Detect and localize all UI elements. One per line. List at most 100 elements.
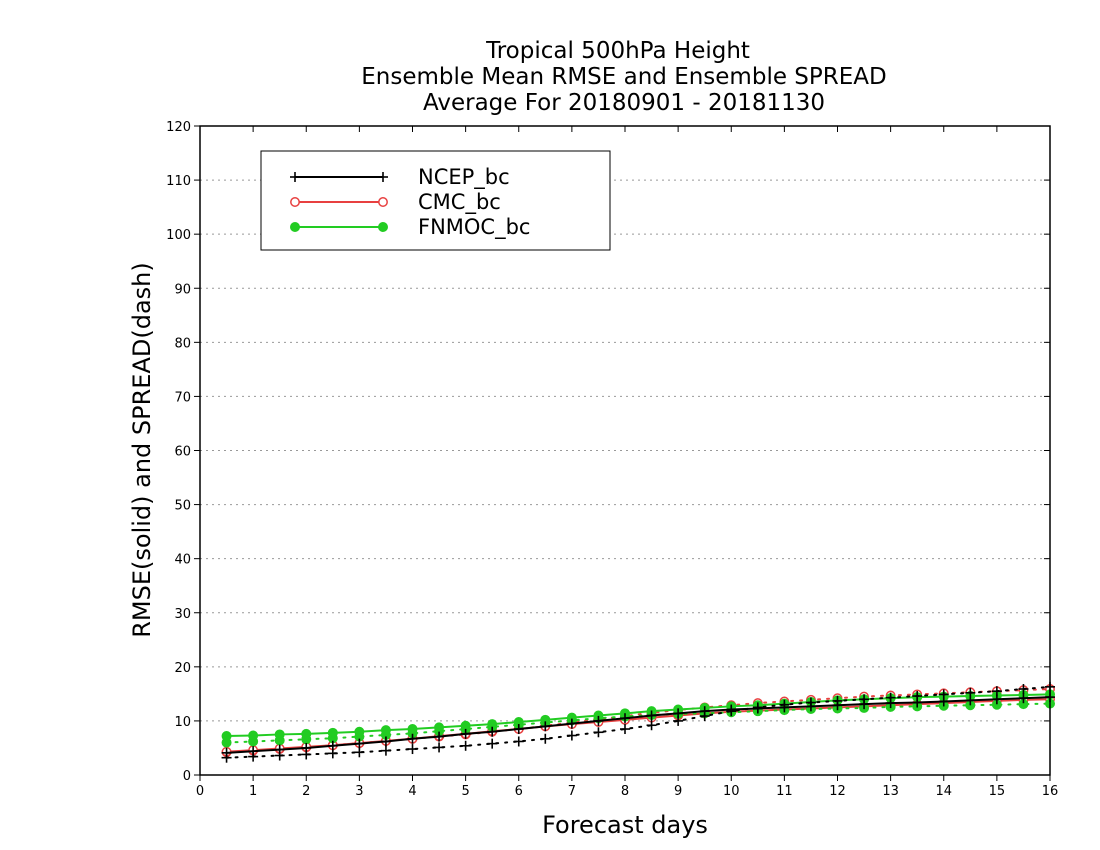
rmse-point — [673, 708, 684, 719]
spread-point — [380, 745, 391, 756]
legend-entry-CMC_bc: CMC_bc — [290, 190, 501, 215]
rmse-line — [226, 696, 1051, 754]
title-line-1: Tropical 500hPa Height — [485, 38, 750, 64]
spread-point — [434, 742, 445, 753]
x-tick-label: 2 — [302, 784, 310, 799]
y-tick-label: 110 — [166, 174, 191, 189]
rmse-point — [327, 740, 338, 751]
legend-marker-start — [290, 222, 300, 232]
y-tick-label: 90 — [174, 282, 191, 297]
legend-box — [260, 150, 611, 251]
legend-label: CMC_bc — [418, 190, 501, 215]
x-tick-label: 7 — [568, 784, 576, 799]
rmse-point — [327, 727, 338, 738]
rmse-point — [513, 724, 524, 735]
legend-marker-end — [378, 172, 388, 182]
x-tick-label: 16 — [1042, 784, 1059, 799]
legend-entry-FNMOC_bc: FNMOC_bc — [290, 215, 530, 240]
rmse-point — [221, 747, 232, 758]
rmse-point — [1018, 693, 1029, 704]
x-tick-label: 15 — [989, 784, 1006, 799]
y-tick-label: 30 — [174, 607, 191, 622]
rmse-point — [540, 721, 551, 732]
rmse-point — [380, 736, 391, 747]
x-tick-label: 4 — [408, 784, 416, 799]
rmse-point — [620, 713, 630, 724]
legend-marker-end — [378, 222, 388, 232]
rmse-point — [912, 697, 923, 708]
rmse-point — [248, 730, 259, 741]
legend-marker-start — [290, 172, 300, 182]
y-tick-label: 100 — [166, 228, 191, 243]
rmse-point — [248, 746, 259, 757]
series-layer — [221, 681, 1055, 763]
x-tick-label: 9 — [674, 784, 682, 799]
x-tick-label: 6 — [515, 784, 523, 799]
rmse-point — [434, 722, 445, 733]
rmse-point — [221, 731, 232, 742]
rmse-point — [593, 715, 604, 726]
rmse-point — [991, 694, 1002, 705]
rmse-point — [487, 726, 498, 737]
spread-point — [593, 727, 604, 738]
rmse-point — [274, 744, 285, 755]
x-tick-label: 10 — [723, 784, 740, 799]
spread-point — [513, 736, 524, 747]
series-NCEP_bc — [221, 681, 1055, 763]
y-tick-label: 120 — [166, 120, 191, 135]
x-tick-label: 12 — [829, 784, 846, 799]
rmse-point — [938, 696, 949, 707]
rmse-point — [407, 733, 418, 744]
spread-point — [566, 730, 577, 741]
x-axis-label: Forecast days — [542, 811, 708, 839]
y-axis-label: RMSE(solid) and SPREAD(dash) — [128, 262, 156, 638]
chart-title: Tropical 500hPa Height Ensemble Mean RMS… — [361, 38, 886, 116]
x-tick-label: 0 — [196, 784, 204, 799]
rmse-point — [301, 742, 312, 753]
x-tick-label: 8 — [621, 784, 629, 799]
x-tick-label: 5 — [461, 784, 469, 799]
spread-point — [407, 744, 418, 755]
x-tick-label: 1 — [249, 784, 257, 799]
rmse-point — [726, 704, 737, 715]
spread-point — [646, 720, 657, 731]
y-tick-label: 10 — [174, 715, 191, 730]
rmse-point — [965, 695, 976, 706]
x-tick-label: 11 — [776, 784, 793, 799]
y-tick-label: 20 — [174, 661, 191, 676]
rmse-point — [805, 701, 816, 712]
spread-point — [354, 747, 365, 758]
y-tick-label: 70 — [174, 390, 191, 405]
rmse-point — [699, 706, 710, 717]
spread-point — [460, 740, 471, 751]
rmse-point — [752, 703, 763, 714]
rmse-point — [274, 729, 285, 740]
spread-point — [1018, 684, 1029, 695]
rmse-point — [354, 738, 365, 749]
legend-label: FNMOC_bc — [418, 215, 530, 240]
y-tick-label: 60 — [174, 445, 191, 460]
spread-line — [225, 702, 1051, 744]
spread-point — [620, 724, 630, 735]
y-tick-label: 50 — [174, 499, 191, 514]
rmse-point — [380, 725, 391, 736]
rmse-point — [434, 731, 445, 742]
title-line-3: Average For 20180901 - 20181130 — [423, 90, 825, 116]
rmse-point — [885, 698, 896, 709]
x-tick-label: 3 — [355, 784, 363, 799]
spread-point — [487, 738, 498, 749]
legend-label: NCEP_bc — [418, 165, 510, 190]
y-tick-label: 0 — [183, 769, 191, 784]
legend-marker-end — [378, 197, 388, 207]
rmse-point — [301, 728, 312, 739]
title-line-2: Ensemble Mean RMSE and Ensemble SPREAD — [361, 64, 886, 90]
rmse-point — [832, 700, 843, 711]
spread-point — [540, 733, 551, 744]
rmse-point — [779, 702, 790, 713]
y-tick-label: 80 — [174, 336, 191, 351]
grid — [200, 179, 1050, 722]
x-tick-label: 14 — [935, 784, 952, 799]
